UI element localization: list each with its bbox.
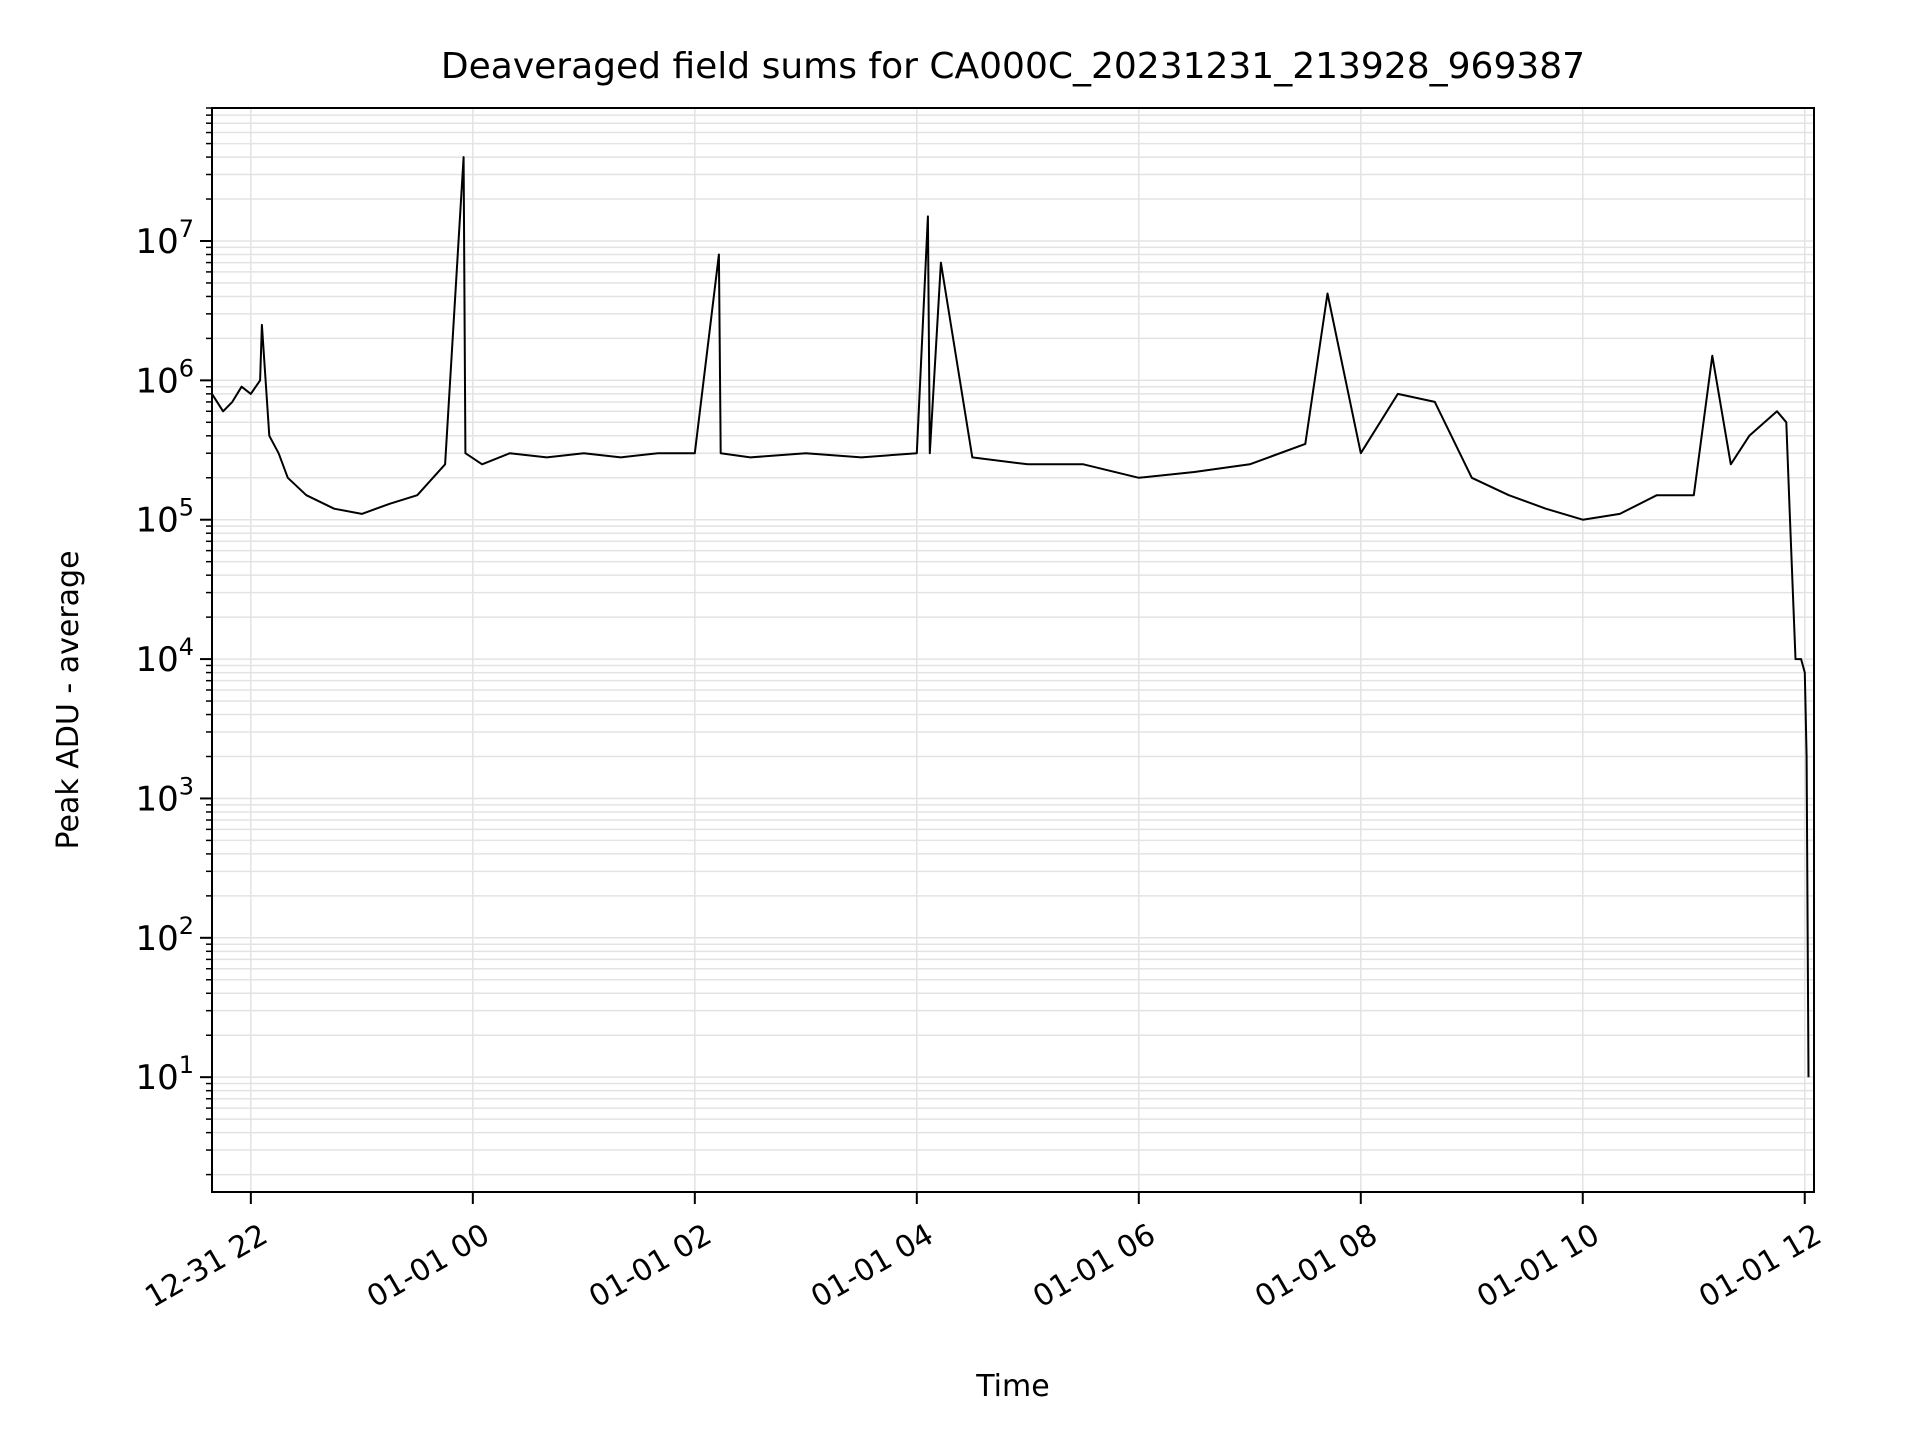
x-axis-label: Time bbox=[975, 1369, 1049, 1404]
x-tick-label: 01-01 00 bbox=[361, 1217, 495, 1315]
x-tick-label: 01-01 04 bbox=[805, 1217, 939, 1315]
series-line bbox=[211, 156, 1810, 1078]
y-tick-label: 102 bbox=[135, 912, 194, 959]
plot-layer bbox=[211, 156, 1810, 1078]
y-tick-label: 106 bbox=[135, 354, 194, 401]
y-tick-label: 101 bbox=[135, 1051, 194, 1098]
tick-layer: 12-31 22 01-01 00 01-01 02 01-01 04 01-01 06… bbox=[135, 107, 1828, 1315]
y-tick-label: 107 bbox=[135, 215, 194, 262]
x-tick-label: 01-01 10 bbox=[1471, 1217, 1605, 1315]
plot-frame bbox=[211, 107, 1815, 1193]
x-tick-label: 01-01 06 bbox=[1027, 1217, 1161, 1315]
grid-layer bbox=[212, 107, 1814, 1192]
x-tick-label: 01-01 08 bbox=[1249, 1217, 1383, 1315]
y-tick-label: 104 bbox=[135, 633, 194, 680]
x-tick-label: 12-31 22 bbox=[139, 1217, 273, 1315]
x-tick-label: 01-01 02 bbox=[583, 1217, 717, 1315]
y-tick-label: 105 bbox=[135, 494, 194, 541]
chart-title: Deaveraged field sums for CA000C_2023123… bbox=[441, 46, 1585, 87]
y-axis-label: Peak ADU - average bbox=[51, 550, 86, 849]
y-tick-label: 103 bbox=[135, 772, 194, 819]
x-tick-label: 01-01 12 bbox=[1693, 1217, 1827, 1315]
